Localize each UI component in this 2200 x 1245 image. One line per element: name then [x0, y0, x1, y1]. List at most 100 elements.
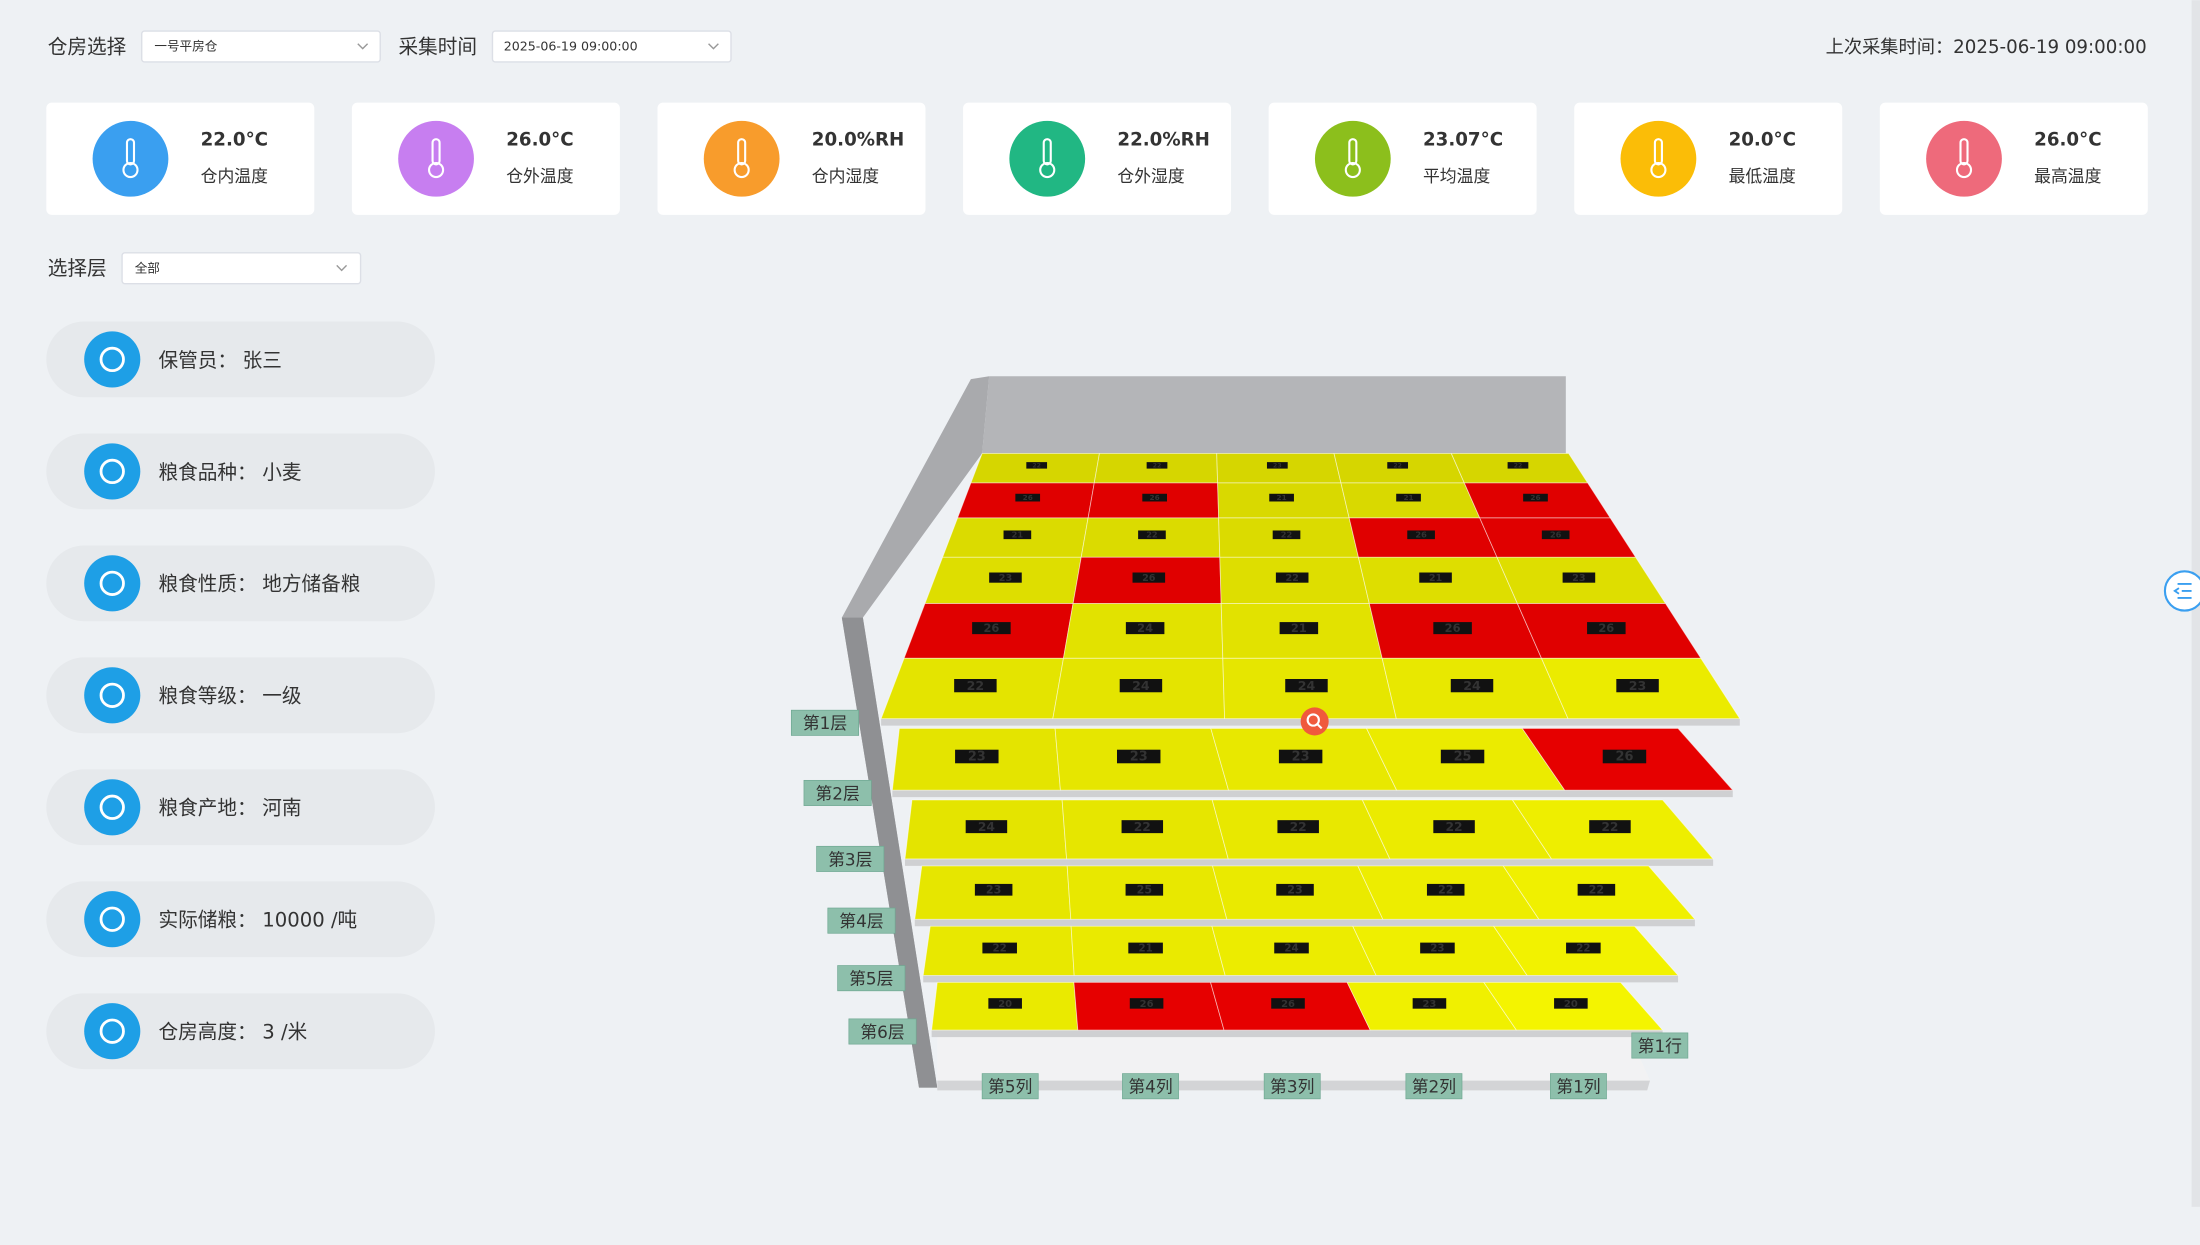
cell-tag: [1285, 679, 1328, 693]
info-icon: [84, 779, 141, 836]
cell-tag: [1554, 998, 1588, 1009]
cell-value: 23: [1423, 999, 1437, 1010]
tag-bg: [1263, 1073, 1321, 1100]
cell-tag: [965, 820, 1008, 834]
stat-icon: [1314, 120, 1391, 197]
stat-value: 23.07°C: [1423, 130, 1503, 151]
time-select[interactable]: [491, 30, 732, 63]
info-pill: [46, 433, 435, 510]
info-value: 3 /米: [262, 1020, 307, 1043]
stat-value: 22.0°C: [201, 130, 268, 151]
info-text: 保管员： 张三: [159, 348, 282, 371]
cell-tag: [1426, 883, 1465, 896]
cell-value: 20: [1564, 999, 1578, 1010]
cell-value: 23: [1629, 678, 1647, 693]
cell-tag: [972, 622, 1011, 635]
search-icon: [1306, 713, 1320, 727]
cell-tag: [1266, 462, 1288, 469]
warehouse-value: 一号平房仓: [154, 39, 217, 54]
search-button[interactable]: [1300, 707, 1329, 736]
cell-tag: [1587, 622, 1626, 635]
tag-label: 第1行: [1638, 1036, 1683, 1056]
cell-tag: [1129, 998, 1164, 1009]
stat-value: 22.0%RH: [1117, 130, 1209, 151]
cell-value: 26: [1550, 530, 1562, 540]
stat-card: [657, 102, 926, 215]
stat-icon: [1926, 120, 2002, 197]
stat-icon-glyph: [125, 138, 136, 166]
cell-tag: [1589, 820, 1631, 834]
stat-icon: [92, 120, 169, 197]
info-label: 仓房高度：: [159, 1020, 257, 1043]
info-label: 粮食产地：: [159, 796, 257, 819]
cell-value: 23: [1292, 750, 1310, 765]
stat-label: 最高温度: [2034, 166, 2101, 186]
stat-icon: [398, 120, 474, 197]
cell-value: 26: [1598, 621, 1614, 635]
cell-tag: [1440, 749, 1485, 764]
cell-value: 26: [1140, 999, 1154, 1010]
time-label: 采集时间: [398, 35, 477, 58]
slab-edge: [914, 919, 1695, 927]
tag-label: 第1层: [803, 713, 847, 733]
cell-tag: [955, 749, 999, 764]
chevron: [357, 43, 369, 50]
cell-value: 22: [1601, 820, 1618, 834]
cell-value: 23: [999, 573, 1012, 584]
stat-icon-glyph: [1344, 161, 1361, 179]
cell-value: 22: [993, 943, 1007, 955]
cell-value: 22: [1290, 820, 1307, 834]
cell-tag: [988, 998, 1022, 1009]
tag-label: 第1列: [1556, 1077, 1600, 1097]
warehouse-select[interactable]: [141, 30, 381, 63]
info-pill: [46, 993, 435, 1070]
layer-select[interactable]: [121, 252, 362, 285]
info-value: 张三: [243, 348, 282, 371]
cell-value: 22: [1032, 463, 1041, 470]
cell-value: 26: [983, 621, 999, 635]
cell-value: 26: [1023, 493, 1033, 502]
cell-value: 24: [978, 820, 995, 834]
tag-bg: [1550, 1073, 1607, 1100]
stat-label: 仓内温度: [201, 166, 268, 186]
cell-tag: [1450, 679, 1494, 693]
stat-icon-glyph: [1955, 161, 1973, 179]
slab-edge: [904, 858, 1714, 866]
cell-tag: [1407, 530, 1435, 540]
cell-value: 26: [1445, 621, 1461, 635]
slab-edge: [931, 1030, 1663, 1038]
cell-value: 22: [1281, 530, 1292, 540]
info-pill: [46, 881, 435, 958]
cell-tag: [1433, 820, 1475, 834]
chevron: [336, 264, 348, 272]
tag-label: 第5层: [849, 969, 893, 989]
cell-tag: [1271, 998, 1305, 1009]
left-wall: [841, 376, 990, 1088]
info-icon-glyph: [99, 906, 125, 932]
cell-value: 24: [1137, 621, 1153, 635]
cell-tag: [1523, 493, 1548, 502]
cell-value: 21: [1276, 493, 1286, 502]
info-pill: [46, 545, 435, 622]
cell-tag: [1507, 462, 1529, 469]
layer-label: 选择层: [48, 257, 107, 280]
stat-icon-glyph: [431, 138, 441, 166]
info-value: 小麦: [262, 460, 301, 483]
floor: [937, 1035, 1650, 1090]
stat-icon-glyph: [737, 138, 747, 166]
slab-edge: [892, 790, 1733, 798]
stat-icon-glyph: [1650, 161, 1667, 179]
cell-tag: [982, 942, 1017, 954]
cell-tag: [1566, 942, 1601, 954]
info-text: 实际储粮： 10000 /吨: [159, 908, 358, 931]
time-value: 2025-06-19 09:00:00: [504, 39, 638, 54]
info-icon-glyph: [99, 570, 125, 596]
cell-tag: [1433, 622, 1472, 635]
info-pill: [46, 657, 435, 734]
info-icon: [84, 891, 141, 948]
stat-icon-glyph: [428, 161, 445, 179]
tag-label: 第5列: [988, 1077, 1032, 1097]
cell-value: 26: [1415, 530, 1427, 540]
